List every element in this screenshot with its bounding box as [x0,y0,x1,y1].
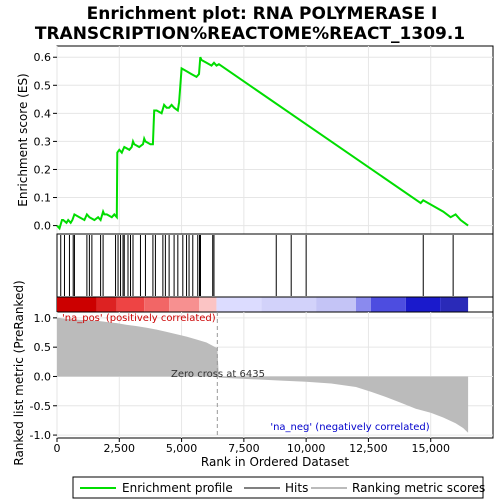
metric-y-axis-label: Ranked list metric (PreRanked) [12,280,26,465]
metric-x-tick-label: 5,000 [166,442,198,455]
legend: Enrichment profile Hits Ranking metric s… [72,476,485,499]
es-y-tick-label: 0.5 [34,79,52,92]
ranked-metric-panel: 1.0 0.5 0.0 -0.5 -1.0 0 2,500 5,000 7,500 10,000… [12,280,494,469]
metric-x-tick-label: 15,000 [411,442,450,455]
rank-bar-segment [370,297,406,312]
metric-y-axis-ticks: 1.0 0.5 0.0 -0.5 -1.0 [30,312,57,442]
metric-x-tick-label: 12,500 [349,442,388,455]
hits-panel-frame [56,233,494,298]
metric-x-axis-ticks: 0 2,500 5,000 7,500 10,000 12,500 15,000 [54,438,450,455]
rank-bar-segment [261,297,317,312]
rank-bar-segment [144,297,170,312]
neg-correlated-label: 'na_neg' (negatively correlated) [270,422,429,433]
rank-bar-segment [169,297,200,312]
rank-bar-segments [57,297,469,312]
metric-x-tick-label: 10,000 [287,442,326,455]
enrichment-score-panel: 0.0 0.1 0.2 0.3 0.4 0.5 0.6 Enrichment score (… [16,45,494,235]
metric-y-tick-label: 0.5 [34,341,52,354]
rank-bar-segment [199,297,217,312]
es-y-tick-label: 0.2 [34,163,52,176]
metric-x-tick-label: 7,500 [228,442,260,455]
rank-bar-segment [405,297,441,312]
rank-bar-segment [57,297,97,312]
legend-hits-label: Hits [285,481,308,495]
es-y-tick-label: 0.6 [34,51,52,64]
ranking-metric-area [57,317,469,433]
hit-lines [60,235,454,296]
metric-x-axis-label: Rank in Ordered Dataset [201,455,349,469]
rank-color-bar [56,296,494,313]
es-y-tick-label: 0.3 [34,135,52,148]
es-y-tick-label: 0.4 [34,107,52,120]
zero-cross-label: Zero cross at 6435 [171,369,265,380]
metric-x-tick-label: 2,500 [104,442,136,455]
es-y-tick-label: 0.1 [34,192,52,205]
legend-enrichment-label: Enrichment profile [122,481,233,495]
metric-y-tick-label: 1.0 [34,312,52,325]
rank-bar-segment [440,297,469,312]
chart-title-line-2: TRANSCRIPTION%REACTOME%REACT_1309.1 [35,24,465,44]
es-plot-frame [56,45,494,235]
es-y-axis-label: Enrichment score (ES) [16,73,30,206]
rank-bar-segment [216,297,262,312]
rank-bar-segment [355,297,371,312]
metric-y-tick-label: 0.0 [34,370,52,383]
metric-y-tick-label: -0.5 [30,400,51,413]
rank-bar-segment [316,297,356,312]
enrichment-profile-line [56,56,469,231]
hits-panel [56,233,494,298]
legend-ranking-label: Ranking metric scores [352,481,485,495]
metric-y-tick-label: -1.0 [30,429,51,442]
metric-x-tick-label: 0 [54,442,61,455]
rank-bar-segment [116,297,145,312]
pos-correlated-label: 'na_pos' (positively correlated) [62,313,216,324]
es-y-axis-ticks: 0.0 0.1 0.2 0.3 0.4 0.5 0.6 [34,51,57,233]
rank-bar-segment [96,297,117,312]
chart-title-line-1: Enrichment plot: RNA POLYMERASE I [87,4,438,24]
es-y-tick-label: 0.0 [34,220,52,233]
es-gridlines [56,46,493,234]
